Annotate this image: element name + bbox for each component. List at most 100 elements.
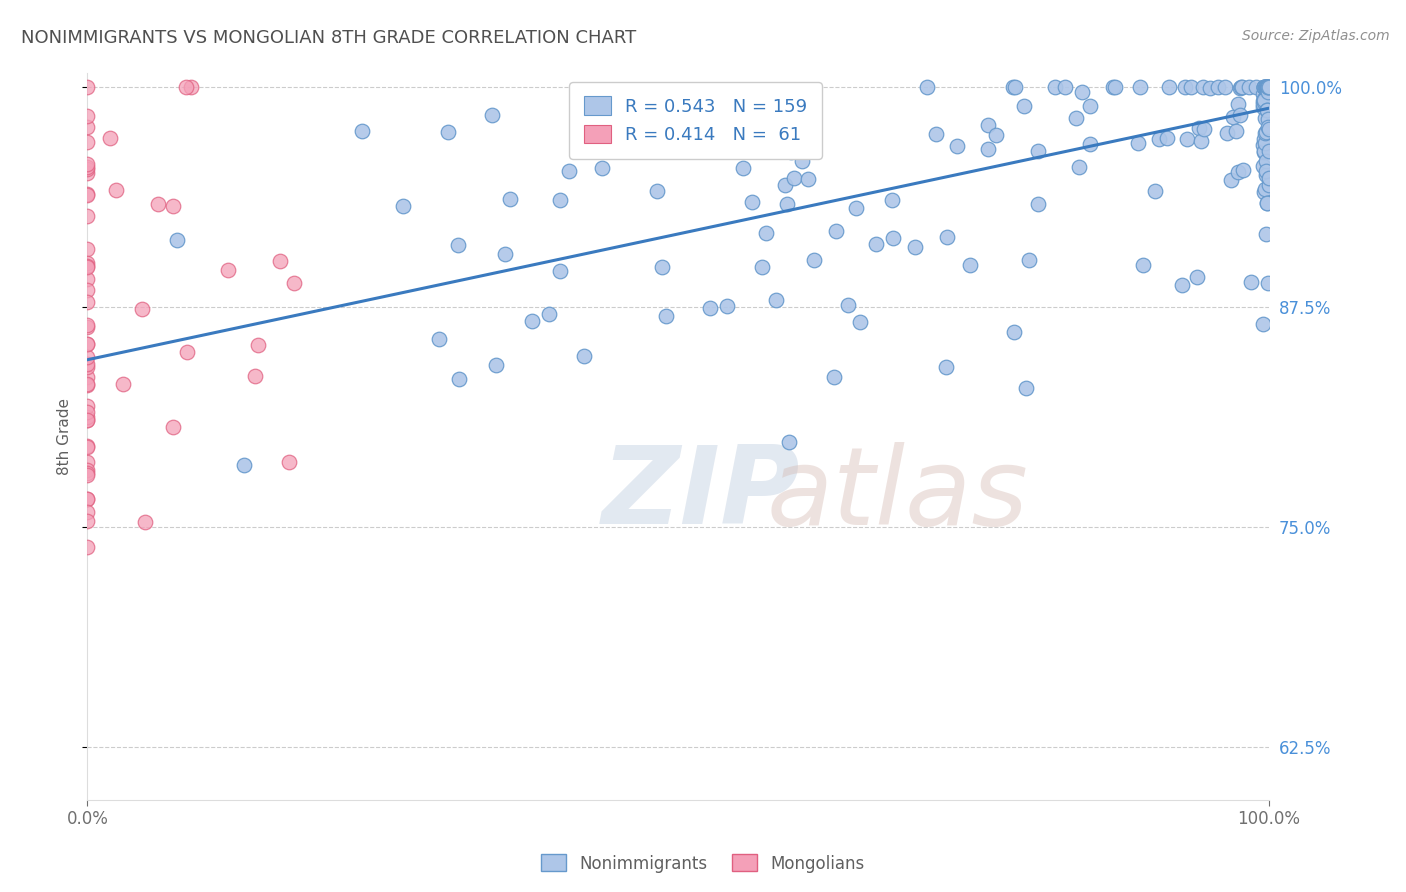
Point	[1175, 132, 1198, 146]
Point	[1256, 80, 1278, 95]
Point	[1129, 80, 1152, 95]
Point	[1254, 80, 1277, 95]
Point	[76, 413, 98, 427]
Point	[1253, 136, 1275, 150]
Point	[882, 193, 904, 207]
Point	[76, 350, 98, 364]
Point	[1126, 136, 1149, 150]
Point	[437, 125, 460, 139]
Point	[976, 142, 998, 156]
Point	[76, 467, 98, 482]
Point	[849, 315, 872, 329]
Point	[1253, 80, 1275, 95]
Point	[76, 377, 98, 392]
Point	[1257, 120, 1279, 134]
Point	[1222, 110, 1244, 124]
Point	[1253, 145, 1275, 159]
Point	[1257, 80, 1279, 95]
Point	[1253, 317, 1275, 331]
Point	[134, 516, 156, 530]
Point	[754, 142, 776, 156]
Point	[162, 199, 184, 213]
Point	[1253, 95, 1275, 109]
Point	[1253, 131, 1275, 145]
Point	[76, 160, 98, 174]
Point	[1257, 276, 1279, 290]
Point	[98, 130, 121, 145]
Point	[1198, 81, 1220, 95]
Point	[1257, 80, 1279, 95]
Point	[733, 161, 755, 175]
Point	[620, 142, 643, 156]
Point	[76, 369, 98, 384]
Point	[946, 139, 969, 153]
Point	[1254, 111, 1277, 125]
Point	[76, 336, 98, 351]
Point	[797, 171, 820, 186]
Point	[1078, 136, 1101, 151]
Legend: Nonimmigrants, Mongolians: Nonimmigrants, Mongolians	[534, 847, 872, 880]
Point	[76, 256, 98, 270]
Point	[76, 336, 98, 351]
Point	[1257, 112, 1279, 126]
Point	[1213, 80, 1236, 95]
Point	[935, 229, 957, 244]
Point	[131, 301, 153, 316]
Point	[494, 246, 516, 260]
Point	[105, 183, 128, 197]
Point	[1132, 258, 1154, 272]
Legend: R = 0.543   N = 159, R = 0.414   N =  61: R = 0.543 N = 159, R = 0.414 N = 61	[569, 82, 821, 159]
Point	[1147, 132, 1170, 146]
Point	[1256, 103, 1278, 117]
Point	[1187, 269, 1209, 284]
Point	[741, 195, 763, 210]
Point	[1215, 126, 1237, 140]
Text: Source: ZipAtlas.com: Source: ZipAtlas.com	[1241, 29, 1389, 43]
Point	[783, 170, 806, 185]
Point	[1256, 103, 1278, 118]
Point	[1253, 185, 1275, 199]
Point	[1225, 124, 1247, 138]
Point	[776, 196, 799, 211]
Point	[548, 193, 571, 207]
Point	[427, 332, 450, 346]
Point	[1012, 99, 1035, 113]
Point	[1253, 94, 1275, 108]
Point	[76, 135, 98, 149]
Point	[146, 197, 169, 211]
Point	[76, 491, 98, 506]
Point	[1239, 275, 1261, 289]
Point	[447, 372, 470, 386]
Point	[1156, 131, 1178, 145]
Point	[1226, 97, 1249, 112]
Point	[1253, 87, 1275, 101]
Point	[76, 376, 98, 391]
Point	[716, 299, 738, 313]
Point	[984, 128, 1007, 143]
Point	[1191, 80, 1213, 95]
Point	[755, 226, 778, 240]
Point	[655, 309, 678, 323]
Point	[1256, 80, 1278, 95]
Point	[959, 258, 981, 272]
Point	[76, 454, 98, 468]
Point	[825, 224, 848, 238]
Point	[76, 187, 98, 202]
Point	[1227, 165, 1250, 179]
Point	[76, 541, 98, 555]
Point	[537, 307, 560, 321]
Point	[1254, 126, 1277, 140]
Point	[1229, 80, 1251, 95]
Point	[1246, 80, 1268, 95]
Point	[1004, 80, 1026, 95]
Point	[780, 145, 803, 159]
Point	[1258, 80, 1281, 95]
Point	[882, 231, 904, 245]
Point	[1256, 196, 1278, 211]
Point	[1257, 85, 1279, 99]
Point	[76, 399, 98, 413]
Point	[778, 435, 800, 450]
Point	[1144, 184, 1167, 198]
Point	[1180, 80, 1202, 95]
Point	[1220, 173, 1243, 187]
